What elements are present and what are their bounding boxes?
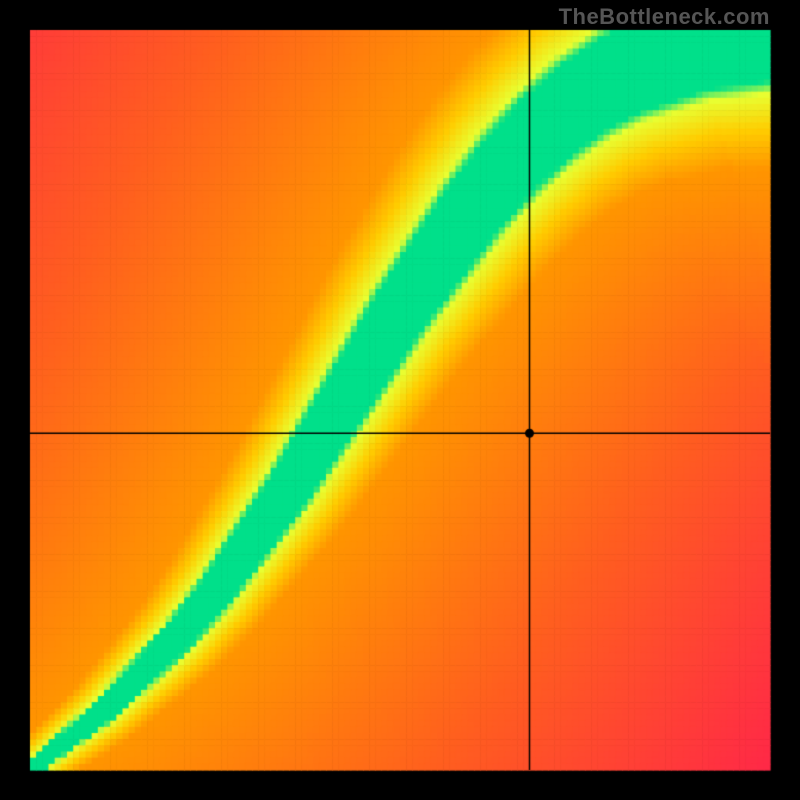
bottleneck-heatmap xyxy=(0,0,800,800)
chart-container: TheBottleneck.com xyxy=(0,0,800,800)
watermark-label: TheBottleneck.com xyxy=(559,4,770,30)
